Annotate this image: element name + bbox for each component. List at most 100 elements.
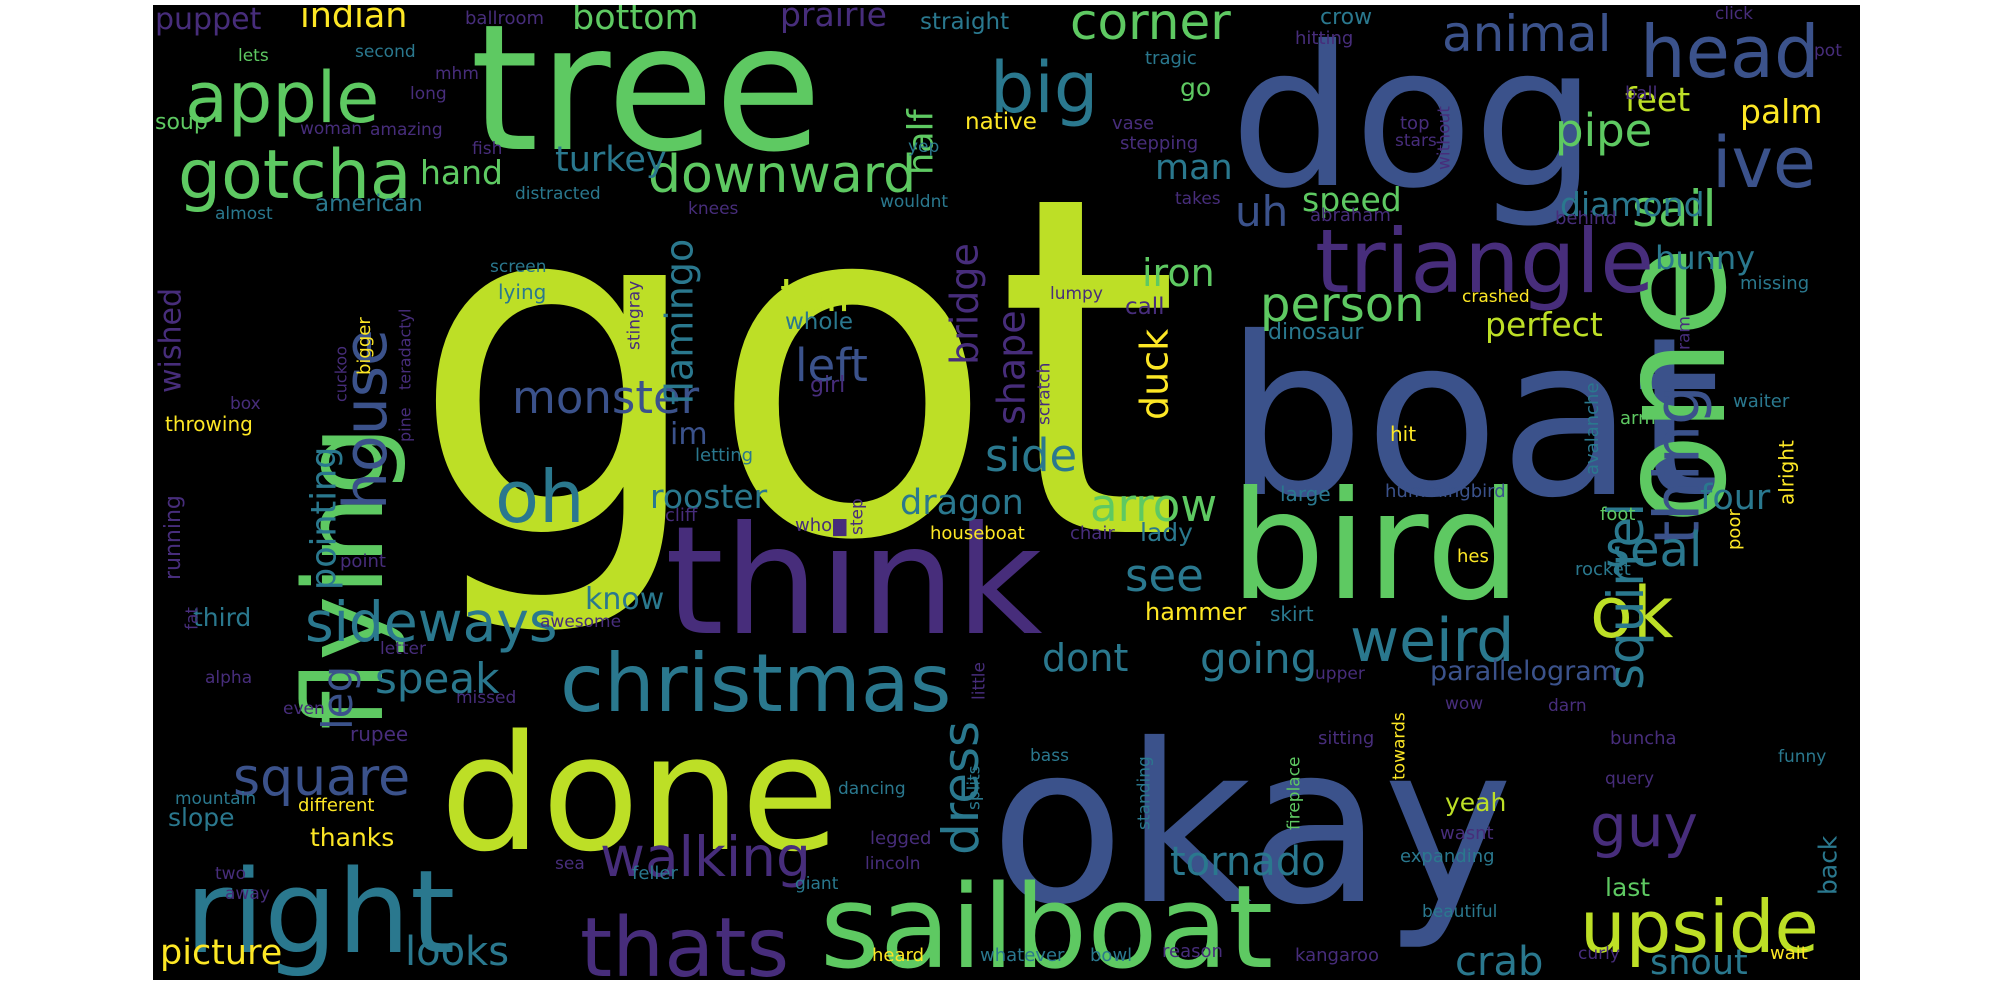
- word-feller: feller: [632, 863, 678, 885]
- word-hand: hand: [420, 152, 503, 192]
- word-bottom: bottom: [572, 5, 699, 39]
- word-standing: standing: [1134, 756, 1155, 830]
- word-mhm: mhm: [435, 64, 479, 85]
- word-beautiful: beautiful: [1422, 902, 1498, 923]
- word-avalanche: avalanche: [1581, 382, 1603, 475]
- word-uh: uh: [1235, 186, 1289, 236]
- word-bird: bird: [1230, 460, 1522, 634]
- word-wow: wow: [1445, 694, 1484, 715]
- word-alright: alright: [1774, 440, 1799, 505]
- word-weird: weird: [1350, 605, 1515, 676]
- word-cuckoo: cuckoo: [331, 345, 351, 402]
- word-towards: towards: [1389, 712, 1410, 780]
- word-abraham: abraham: [1310, 205, 1391, 227]
- word-walking: walking: [600, 824, 811, 889]
- word-crashed: crashed: [1462, 287, 1530, 308]
- word-bunny: bunny: [1655, 238, 1756, 277]
- word-stingray: stingray: [624, 280, 645, 350]
- word-running: running: [160, 495, 186, 580]
- word-slope: slope: [168, 802, 235, 832]
- word-tornado: tornado: [1170, 839, 1326, 886]
- word-bigger: bigger: [353, 317, 375, 375]
- word-funny: funny: [1778, 747, 1827, 768]
- word-distracted: distracted: [515, 184, 601, 205]
- word-even: even: [283, 699, 325, 720]
- word-rupee: rupee: [350, 721, 409, 746]
- word-prairie: prairie: [780, 5, 887, 34]
- word-upper: upper: [1315, 664, 1365, 685]
- word-hit: hit: [1390, 421, 1417, 446]
- word-without: without: [1434, 106, 1455, 170]
- word-woman: woman: [300, 119, 363, 140]
- word-last: last: [1605, 872, 1651, 902]
- word-seal: seal: [1605, 521, 1703, 578]
- word-done: done: [440, 699, 840, 887]
- word-vase: vase: [1112, 113, 1155, 135]
- word-speak: speak: [375, 653, 500, 703]
- word-whatever: whatever: [980, 945, 1065, 967]
- word-ive: ive: [1712, 121, 1816, 204]
- word-perfect: perfect: [1485, 304, 1603, 344]
- word-splits: splits: [964, 765, 985, 810]
- word-curly: curly: [1578, 944, 1620, 965]
- word-sail: sail: [1632, 180, 1717, 238]
- word-girl: girl: [810, 372, 846, 398]
- word-top: top: [1400, 113, 1430, 135]
- word-hummingbird: hummingbird: [1385, 481, 1506, 503]
- word-corner: corner: [1070, 5, 1231, 51]
- word-lying: lying: [498, 279, 547, 304]
- word-poor: poor: [1723, 509, 1745, 550]
- word-tree: tree: [470, 5, 823, 191]
- word-thanks: thanks: [310, 822, 395, 852]
- word-go: go: [1180, 72, 1212, 102]
- word-rooster: rooster: [650, 476, 768, 516]
- word-legged: legged: [870, 828, 932, 850]
- word-fireplace: fireplace: [1284, 756, 1305, 830]
- word-turkey: turkey: [555, 140, 667, 181]
- word-side: side: [985, 429, 1078, 483]
- word-see: see: [1125, 549, 1204, 603]
- word-ok: ok: [1590, 571, 1674, 654]
- word-cliff: cliff: [665, 505, 698, 527]
- word-ballroom: ballroom: [465, 8, 545, 30]
- word-leg: leg: [313, 665, 363, 730]
- word-arrow: arrow: [1090, 479, 1218, 533]
- word-diamond: diamond: [1560, 184, 1705, 224]
- word-crow: crow: [1320, 5, 1373, 30]
- word-sea: sea: [555, 854, 585, 875]
- word-bowl: bowl: [1090, 945, 1133, 967]
- word-wouldnt: wouldnt: [880, 192, 949, 213]
- word-thats: thats: [580, 900, 790, 980]
- word-arm: arm: [1620, 408, 1656, 430]
- word-box: box: [230, 394, 261, 415]
- word-pointing: pointing: [304, 446, 345, 590]
- word-dont: dont: [1042, 635, 1129, 680]
- word-monster: monster: [512, 371, 700, 425]
- word-awesome: awesome: [540, 612, 622, 633]
- word-away: away: [225, 884, 270, 905]
- word-okay: okay: [990, 696, 1514, 953]
- word-going: going: [1200, 633, 1318, 683]
- word-got: got: [410, 95, 1181, 643]
- word-dancing: dancing: [838, 779, 906, 800]
- word-click: click: [1715, 5, 1753, 25]
- word-person: person: [1260, 276, 1425, 333]
- word-think: think: [665, 495, 1043, 669]
- word-sitting: sitting: [1318, 728, 1375, 750]
- word-puppet: puppet: [155, 5, 262, 38]
- word-throwing: throwing: [165, 411, 253, 436]
- word-gotcha: gotcha: [178, 136, 412, 216]
- word-picture: picture: [160, 933, 283, 974]
- word-skirt: skirt: [1270, 601, 1314, 626]
- word-lumpy: lumpy: [1050, 284, 1103, 305]
- word-scratch: scratch: [1034, 362, 1055, 425]
- word-wished: wished: [153, 287, 189, 393]
- word-little: little: [969, 662, 990, 700]
- word-duck: duck: [1132, 328, 1177, 420]
- word-native: native: [965, 109, 1037, 136]
- word-hitting: hitting: [1295, 28, 1354, 50]
- word-shape: shape: [989, 310, 1034, 425]
- word-takes: takes: [1175, 189, 1221, 210]
- word-pot: pot: [1814, 41, 1842, 62]
- word-ball: ball: [1625, 83, 1658, 105]
